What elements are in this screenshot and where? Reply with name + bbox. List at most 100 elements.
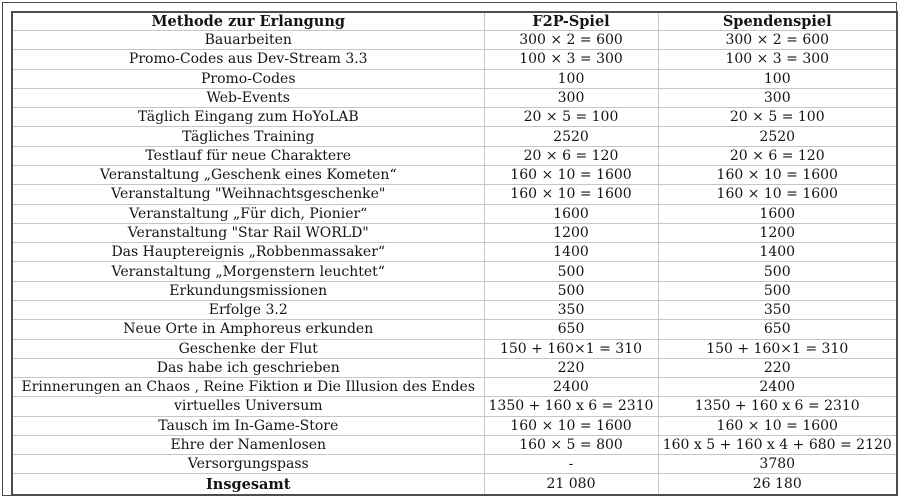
table-row: Täglich Eingang zum HoYoLAB 20 × 5 = 100 2… — [11, 107, 898, 128]
cell-f2p: 100 × 3 = 300 — [483, 49, 659, 70]
cell-f2p: 220 — [483, 357, 659, 379]
cell-method: Tägliches Training — [11, 126, 485, 147]
table-row: Ehre der Namenlosen 160 × 5 = 800 160 x 5 … — [11, 434, 898, 456]
table-row: Promo-Codes aus Dev-Stream 3.3 100 × 3 = … — [11, 49, 898, 70]
cell-donation: 300 × 2 = 600 — [657, 29, 898, 51]
table-row: Das habe ich geschrieben 220 220 — [11, 357, 898, 379]
cell-method: Testlauf für neue Charaktere — [11, 145, 485, 166]
cell-f2p: 160 × 10 = 1600 — [483, 184, 659, 205]
cell-method: Promo-Codes — [11, 68, 485, 89]
column-header-method: Methode zur Erlangung — [11, 11, 485, 31]
table-row: Bauarbeiten 300 × 2 = 600 300 × 2 = 600 — [11, 29, 898, 51]
cell-f2p: 100 — [483, 68, 659, 89]
table-row: Erinnerungen an Chaos , Reine Fiktion и … — [11, 377, 898, 398]
cell-method: Insgesamt — [11, 473, 485, 496]
table-row: Tägliches Training 2520 2520 — [11, 126, 898, 147]
cell-f2p: 20 × 5 = 100 — [483, 107, 659, 128]
table-row: Veranstaltung "Star Rail WORLD" 1200 1200 — [11, 222, 898, 244]
cell-donation: 300 — [657, 87, 898, 109]
cell-donation: 20 × 5 = 100 — [657, 107, 898, 128]
cell-f2p: 2520 — [483, 126, 659, 147]
table-row: Geschenke der Flut 150 + 160×1 = 310 150 +… — [11, 338, 898, 359]
cell-method: Tausch im In-Game-Store — [11, 415, 485, 436]
cell-donation: 1600 — [657, 203, 898, 224]
table-row: Insgesamt 21 080 26 180 — [11, 473, 898, 496]
header-row: Methode zur Erlangung F2P-Spiel Spendens… — [11, 11, 898, 31]
table-row: Neue Orte in Amphoreus erkunden 650 650 — [11, 319, 898, 340]
earning-methods-table: Methode zur Erlangung F2P-Spiel Spendens… — [11, 11, 898, 496]
table-header: Methode zur Erlangung F2P-Spiel Spendens… — [11, 11, 898, 31]
cell-donation: 500 — [657, 261, 898, 282]
cell-f2p: - — [483, 454, 659, 475]
cell-donation: 3780 — [657, 454, 898, 475]
cell-f2p: 20 × 6 = 120 — [483, 145, 659, 166]
cell-donation: 350 — [657, 299, 898, 321]
table-row: Versorgungspass -3780 — [11, 454, 898, 475]
cell-method: Veranstaltung "Star Rail WORLD" — [11, 222, 485, 244]
cell-f2p: 2400 — [483, 377, 659, 398]
cell-f2p: 1400 — [483, 242, 659, 263]
cell-donation: 2400 — [657, 377, 898, 398]
cell-f2p: 160 × 5 = 800 — [483, 434, 659, 456]
cell-method: Web-Events — [11, 87, 485, 109]
cell-f2p: 160 × 10 = 1600 — [483, 164, 659, 186]
cell-method: Täglich Eingang zum HoYoLAB — [11, 107, 485, 128]
table-row: Testlauf für neue Charaktere 20 × 6 = 120… — [11, 145, 898, 166]
cell-donation: 2520 — [657, 126, 898, 147]
table-row: Veranstaltung "Weihnachtsgeschenke" 160 ×… — [11, 184, 898, 205]
table-row: Promo-Codes 100 100 — [11, 68, 898, 89]
cell-method: Veranstaltung „Morgenstern leuchtet“ — [11, 261, 485, 282]
cell-method: Das habe ich geschrieben — [11, 357, 485, 379]
table-row: Das Hauptereignis „Robbenmassaker“ 1400 14… — [11, 242, 898, 263]
cell-donation: 100 × 3 = 300 — [657, 49, 898, 70]
table-row: Tausch im In-Game-Store 160 × 10 = 1600 16… — [11, 415, 898, 436]
cell-method: Neue Orte in Amphoreus erkunden — [11, 319, 485, 340]
cell-donation: 1350 + 160 x 6 = 2310 — [657, 396, 898, 417]
cell-method: Promo-Codes aus Dev-Stream 3.3 — [11, 49, 485, 70]
cell-f2p: 1600 — [483, 203, 659, 224]
cell-method: Versorgungspass — [11, 454, 485, 475]
cell-f2p: 300 × 2 = 600 — [483, 29, 659, 51]
cell-donation: 500 — [657, 280, 898, 301]
column-header-donation: Spendenspiel — [657, 11, 898, 31]
cell-donation: 26 180 — [657, 473, 898, 496]
cell-donation: 220 — [657, 357, 898, 379]
cell-donation: 1400 — [657, 242, 898, 263]
table-row: Web-Events 300 300 — [11, 87, 898, 109]
cell-donation: 160 × 10 = 1600 — [657, 184, 898, 205]
cell-method: Veranstaltung „Für dich, Pionier“ — [11, 203, 485, 224]
cell-donation: 1200 — [657, 222, 898, 244]
cell-donation: 160 × 10 = 1600 — [657, 164, 898, 186]
cell-method: Ehre der Namenlosen — [11, 434, 485, 456]
cell-f2p: 160 × 10 = 1600 — [483, 415, 659, 436]
cell-f2p: 150 + 160×1 = 310 — [483, 338, 659, 359]
table-body: Bauarbeiten 300 × 2 = 600 300 × 2 = 600 Pro… — [11, 29, 898, 496]
cell-method: Bauarbeiten — [11, 29, 485, 51]
column-header-f2p: F2P-Spiel — [483, 11, 659, 31]
cell-method: Geschenke der Flut — [11, 338, 485, 359]
cell-f2p: 1200 — [483, 222, 659, 244]
table-row: Veranstaltung „Geschenk eines Kometen“ 16… — [11, 164, 898, 186]
cell-donation: 20 × 6 = 120 — [657, 145, 898, 166]
cell-f2p: 350 — [483, 299, 659, 321]
cell-method: virtuelles Universum — [11, 396, 485, 417]
table-row: Erkundungsmissionen 500 500 — [11, 280, 898, 301]
table-row: Veranstaltung „Morgenstern leuchtet“ 500 5… — [11, 261, 898, 282]
cell-donation: 650 — [657, 319, 898, 340]
cell-f2p: 500 — [483, 280, 659, 301]
cell-f2p: 1350 + 160 x 6 = 2310 — [483, 396, 659, 417]
cell-method: Veranstaltung „Geschenk eines Kometen“ — [11, 164, 485, 186]
cell-method: Veranstaltung "Weihnachtsgeschenke" — [11, 184, 485, 205]
cell-f2p: 650 — [483, 319, 659, 340]
table-row: Veranstaltung „Für dich, Pionier“ 1600 160… — [11, 203, 898, 224]
cell-f2p: 500 — [483, 261, 659, 282]
cell-donation: 150 + 160×1 = 310 — [657, 338, 898, 359]
cell-method: Erfolge 3.2 — [11, 299, 485, 321]
cell-method: Erinnerungen an Chaos , Reine Fiktion и … — [11, 377, 485, 398]
cell-method: Erkundungsmissionen — [11, 280, 485, 301]
cell-f2p: 21 080 — [483, 473, 659, 496]
cell-method: Das Hauptereignis „Robbenmassaker“ — [11, 242, 485, 263]
cell-donation: 160 x 5 + 160 x 4 + 680 = 2120 — [657, 434, 898, 456]
cell-donation: 160 × 10 = 1600 — [657, 415, 898, 436]
